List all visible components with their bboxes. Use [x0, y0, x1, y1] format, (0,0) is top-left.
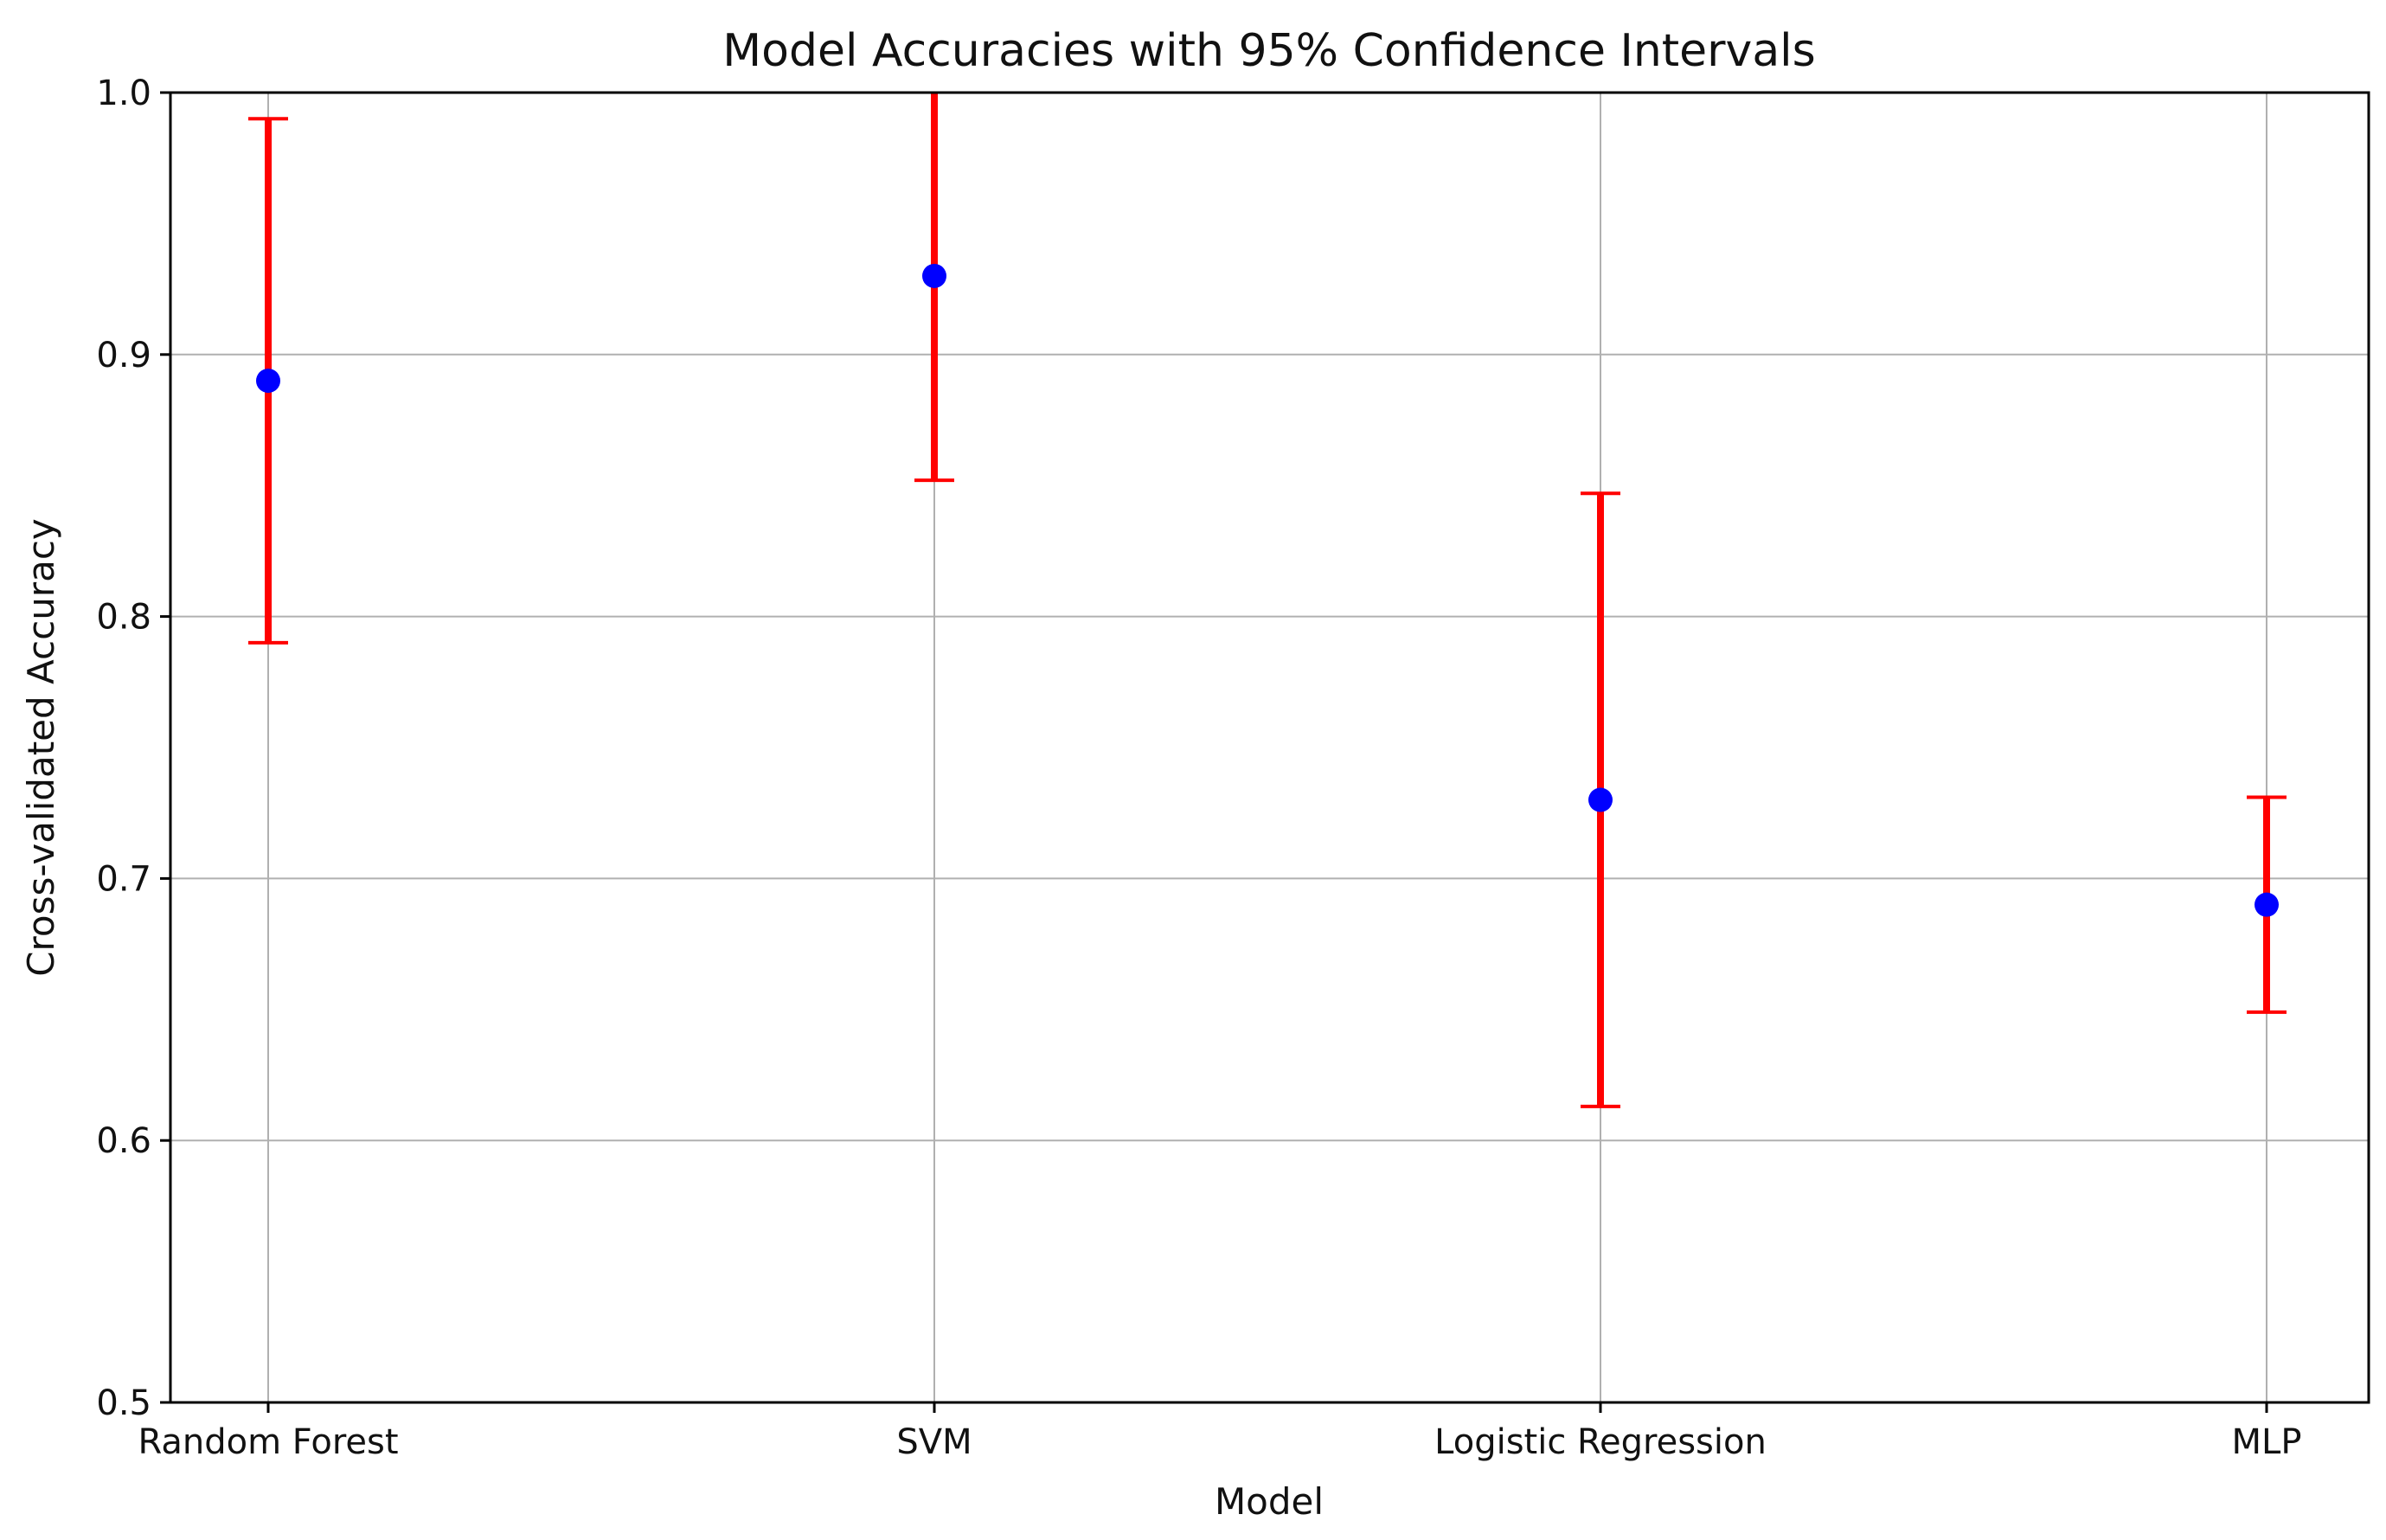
y-tick-label: 0.8: [96, 598, 151, 638]
y-tick-label: 0.9: [96, 336, 151, 375]
y-axis-label: Cross-validated Accuracy: [20, 518, 62, 977]
y-tick-label: 1.0: [96, 74, 151, 113]
tick-layer: 0.5 0.6 0.7 0.8 0.9 1.0 Random Forest SVM Logist…: [96, 74, 2301, 1462]
y-tick-label: 0.6: [96, 1121, 151, 1161]
errorbar-layer: [248, 93, 2287, 1108]
chart-title: Model Accuracies with 95% Confidence Int…: [722, 25, 1815, 77]
data-point: [256, 369, 280, 394]
x-tick-label: Random Forest: [138, 1422, 398, 1462]
x-tick-label: MLP: [2232, 1422, 2302, 1462]
data-point: [922, 263, 946, 288]
y-tick-label: 0.5: [96, 1383, 151, 1423]
y-tick-label: 0.7: [96, 859, 151, 899]
x-tick-label: SVM: [896, 1422, 972, 1462]
grid-layer: [170, 92, 2369, 1403]
data-point: [2255, 892, 2279, 917]
marker-layer: [256, 263, 2279, 917]
x-axis-label: Model: [1215, 1480, 1324, 1523]
x-tick-label: Logistic Regression: [1434, 1422, 1767, 1462]
data-point: [1588, 787, 1613, 812]
plot-frame: [169, 91, 2370, 1404]
